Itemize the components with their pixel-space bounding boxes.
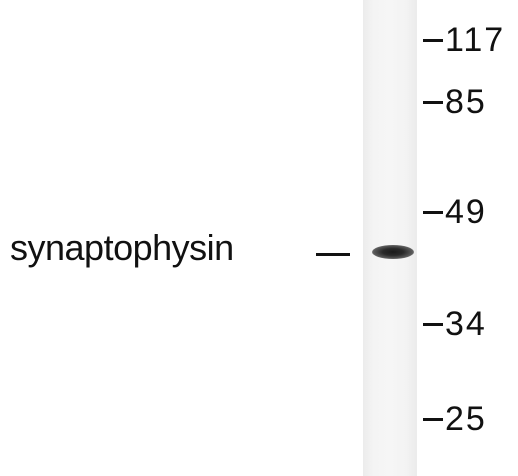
mw-marker-85: 85 [423,82,487,122]
marker-tick [423,417,443,421]
marker-label: 25 [445,400,487,438]
marker-tick [423,210,443,214]
protein-label-dash [316,253,350,256]
marker-label: 85 [445,83,487,121]
mw-marker-25: 25 [423,399,487,439]
marker-label: 49 [445,193,487,231]
marker-label: 117 [445,21,506,59]
marker-label: 34 [445,305,487,343]
mw-marker-117: 117 [423,20,505,60]
protein-label: synaptophysin [10,227,234,268]
marker-tick [423,38,443,42]
blot-lane [363,0,417,476]
marker-tick [423,322,443,326]
mw-marker-34: 34 [423,304,487,344]
protein-band [372,245,414,259]
mw-marker-49: 49 [423,192,487,232]
marker-tick [423,100,443,104]
